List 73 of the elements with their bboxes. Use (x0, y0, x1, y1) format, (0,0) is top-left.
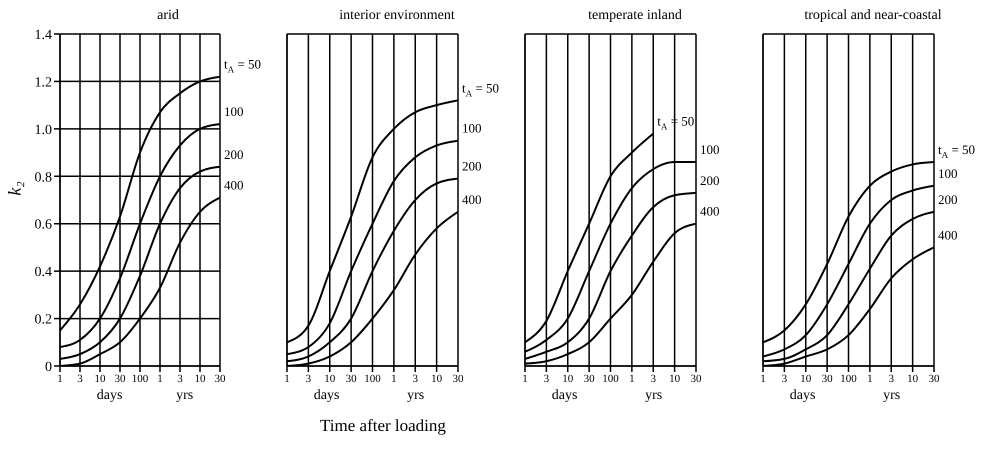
series-label: 100 (938, 166, 958, 181)
series-label: t$_{A}$ = 50 (938, 142, 976, 160)
x-tick-label: 30 (346, 372, 358, 385)
x-tick-label: 10 (907, 372, 919, 385)
y-axis-title: k₂ (4, 181, 25, 196)
x-tick-label: 100 (132, 372, 149, 385)
x-tick-label: 30 (452, 372, 464, 385)
x-tick-label: 3 (177, 372, 184, 385)
x-tick-label: 30 (114, 372, 126, 385)
y-tick-label: 0.6 (34, 218, 52, 233)
text: days (790, 388, 816, 404)
chart-title: interior environment (338, 8, 456, 25)
x-tick-label: 10 (94, 372, 106, 385)
x-tick-label: 3 (544, 372, 550, 385)
x-tick-label: 1 (867, 372, 873, 385)
text: days (552, 388, 578, 404)
x-tick-label: 10 (800, 372, 812, 385)
y-tick-label: 0.8 (34, 170, 52, 186)
text: days (314, 388, 340, 404)
x-tick-label: 100 (602, 372, 620, 385)
series-label: 100 (462, 120, 482, 136)
x-tick-label: 30 (928, 372, 940, 385)
series-label: 400 (462, 192, 482, 207)
x-tick-label: 1 (284, 372, 290, 385)
y-tick-label: 1.0 (34, 122, 52, 138)
series-label: t$_{A}$ = 50 (224, 56, 262, 75)
x-tick-label: 100 (840, 372, 858, 385)
x-tick-label: 1 (522, 372, 528, 385)
x-tick-label: 3 (77, 372, 84, 385)
series-label: 200 (938, 192, 958, 207)
x-tick-label: 3 (306, 372, 312, 385)
x-tick-label: 10 (431, 372, 443, 385)
series-label: 400 (700, 204, 720, 219)
x-tick-label: 30 (690, 372, 702, 385)
x-tick-label: 10 (562, 372, 574, 385)
x-tick-label: 3 (650, 372, 656, 385)
series-label: 200 (462, 158, 482, 174)
series-label: 100 (700, 142, 720, 158)
chart-title: tropical and near-coastal (803, 8, 943, 25)
series-label: 100 (224, 104, 244, 120)
x-axis-title: Time after loading (320, 416, 446, 436)
x-tick-label: 10 (669, 372, 681, 385)
y-tick-label: 1.4 (34, 28, 52, 43)
text: yrs (407, 388, 424, 404)
y-tick-label: 0.2 (34, 312, 52, 328)
series-label: 200 (700, 172, 720, 188)
text: yrs (645, 388, 662, 404)
series-label: 400 (938, 227, 958, 242)
y-tick-label: 0.4 (34, 265, 52, 280)
x-tick-label: 10 (324, 372, 336, 385)
x-tick-label: 100 (364, 372, 382, 385)
text: yrs (883, 388, 900, 404)
text: days (96, 388, 122, 404)
x-tick-label: 3 (782, 372, 788, 385)
x-tick-label: 1 (391, 372, 397, 385)
x-tick-label: 30 (584, 372, 596, 385)
x-tick-label: 1 (629, 372, 635, 385)
y-tick-label: 0 (45, 360, 52, 375)
x-tick-label: 30 (822, 372, 834, 385)
chart-title: arid (156, 8, 180, 25)
x-tick-label: 1 (760, 372, 766, 385)
series-label: t$_{A}$ = 50 (462, 80, 500, 98)
x-tick-label: 30 (214, 372, 226, 385)
series-label: 200 (224, 146, 244, 162)
x-tick-label: 1 (157, 372, 163, 385)
series-label: 400 (224, 178, 244, 193)
x-tick-label: 1 (57, 372, 63, 385)
y-tick-label: 1.2 (34, 75, 52, 90)
chart-title: temperate inland (587, 8, 683, 25)
x-tick-label: 10 (194, 372, 206, 385)
x-tick-label: 3 (888, 372, 894, 385)
text: yrs (176, 388, 194, 404)
x-tick-label: 3 (412, 372, 418, 385)
